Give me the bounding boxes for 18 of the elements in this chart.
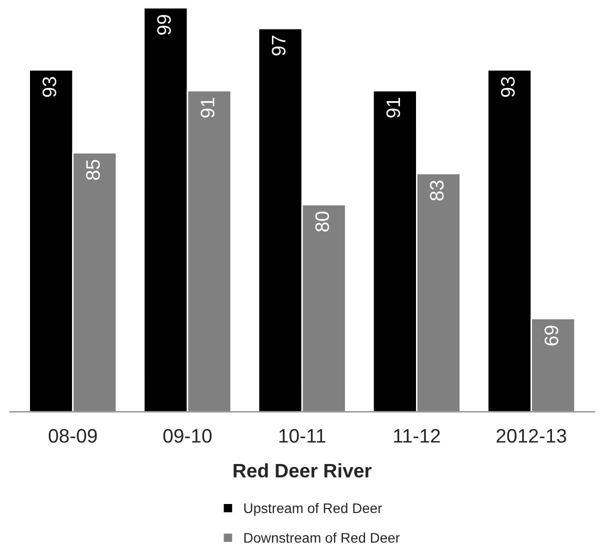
legend-label: Upstream of Red Deer (244, 502, 382, 516)
data-label: 80 (315, 212, 330, 232)
data-label: 85 (86, 160, 100, 180)
x-axis-title: Red Deer River (234, 463, 372, 478)
x-tick-label: 09-10 (163, 428, 212, 443)
data-label: 83 (430, 180, 444, 201)
data-label: 91 (200, 98, 214, 118)
x-tick-label: 10-11 (279, 428, 326, 443)
data-label: 93 (42, 77, 56, 97)
x-tick-label: 2012-13 (496, 428, 566, 443)
x-tick-label: 11-12 (394, 428, 440, 443)
data-label: 91 (386, 98, 400, 118)
data-label: 69 (544, 326, 558, 346)
data-label: 97 (272, 36, 286, 56)
x-tick-label: 08-09 (48, 428, 97, 443)
data-label: 93 (500, 77, 515, 97)
legend-label: Downstream of Red Deer (244, 532, 400, 543)
data-label: 99 (157, 14, 171, 35)
